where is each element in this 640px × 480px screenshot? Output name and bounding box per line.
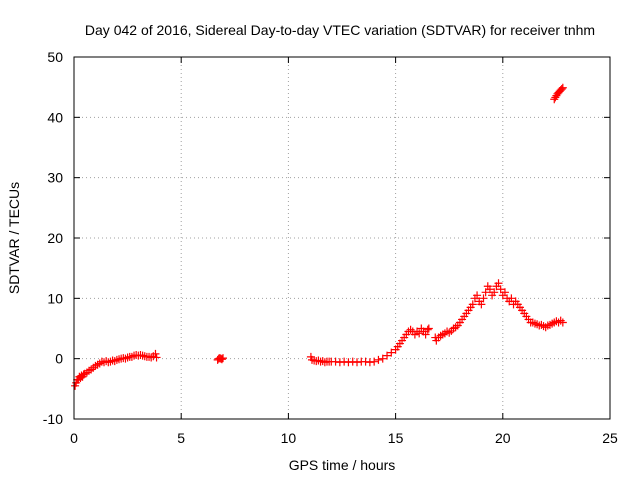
x-tick-label: 25 — [602, 430, 618, 446]
axis-ticks — [73, 56, 611, 420]
data-point — [557, 84, 566, 93]
data-point — [445, 328, 454, 337]
data-point — [127, 352, 136, 361]
x-axis-label: GPS time / hours — [289, 457, 396, 473]
data-point — [138, 351, 147, 360]
data-point — [123, 353, 132, 362]
data-point — [365, 358, 374, 367]
series-segment-4 — [431, 279, 567, 345]
data-point — [424, 324, 433, 333]
data-point — [361, 357, 370, 366]
y-tick-label: 20 — [47, 230, 63, 246]
data-point — [415, 329, 424, 338]
data-point — [104, 358, 113, 367]
data-point — [539, 322, 548, 331]
data-point — [556, 316, 565, 325]
data-point — [530, 319, 539, 328]
data-point — [112, 355, 121, 364]
x-tick-label: 20 — [495, 430, 511, 446]
data-point — [378, 354, 387, 363]
data-point — [374, 355, 383, 364]
data-point — [533, 320, 542, 329]
data-point — [217, 355, 226, 364]
y-tick-label: 50 — [47, 49, 63, 65]
data-point — [140, 352, 149, 361]
data-point — [451, 323, 460, 332]
y-tick-label: 30 — [47, 170, 63, 186]
data-point — [370, 357, 379, 366]
x-tick-labels: 0 5 10 15 20 25 — [70, 430, 618, 446]
data-point — [468, 300, 477, 309]
data-point — [344, 358, 353, 367]
data-point — [353, 358, 362, 367]
data-point — [406, 325, 415, 334]
data-point — [318, 357, 327, 366]
data-point — [340, 357, 349, 366]
data-point — [219, 354, 228, 363]
data-point — [481, 288, 490, 297]
data-point — [473, 291, 482, 300]
series-segment-2 — [213, 354, 228, 364]
series-segment-3 — [306, 324, 433, 367]
x-tick-label: 10 — [281, 430, 297, 446]
data-point — [331, 357, 340, 366]
data-point — [119, 354, 128, 363]
data-point — [477, 300, 486, 309]
grid — [74, 57, 610, 419]
data-point — [108, 356, 117, 365]
data-point — [152, 353, 161, 362]
data-points — [71, 83, 567, 390]
data-point — [387, 348, 396, 357]
data-point — [490, 288, 499, 297]
data-point — [314, 356, 323, 365]
y-axis-label: SDTVAR / TECUs — [6, 182, 22, 294]
data-point — [485, 285, 494, 294]
data-point — [115, 355, 124, 364]
x-tick-label: 0 — [70, 430, 78, 446]
data-point — [348, 357, 357, 366]
data-point — [106, 357, 115, 366]
data-point — [421, 330, 430, 339]
data-point — [151, 349, 160, 358]
data-point — [136, 351, 145, 360]
data-point — [496, 285, 505, 294]
data-point — [320, 358, 329, 367]
y-tick-label: 40 — [47, 109, 63, 125]
data-point — [558, 318, 567, 327]
y-tick-label: 10 — [47, 290, 63, 306]
series-segment-1 — [71, 349, 161, 390]
series-segment-5 — [550, 83, 567, 104]
data-point — [335, 358, 344, 367]
x-tick-label: 15 — [388, 430, 404, 446]
data-point — [558, 83, 567, 92]
y-tick-labels: -10 0 10 20 30 40 50 — [43, 49, 63, 427]
data-point — [500, 288, 509, 297]
data-point — [383, 351, 392, 360]
y-tick-label: -10 — [43, 411, 63, 427]
chart-title: Day 042 of 2016, Sidereal Day-to-day VTE… — [85, 22, 595, 38]
data-point — [494, 279, 503, 288]
x-tick-label: 5 — [177, 430, 185, 446]
y-tick-label: 0 — [55, 351, 63, 367]
data-point — [423, 325, 432, 334]
data-point — [121, 354, 130, 363]
data-point — [479, 294, 488, 303]
data-point — [507, 294, 516, 303]
